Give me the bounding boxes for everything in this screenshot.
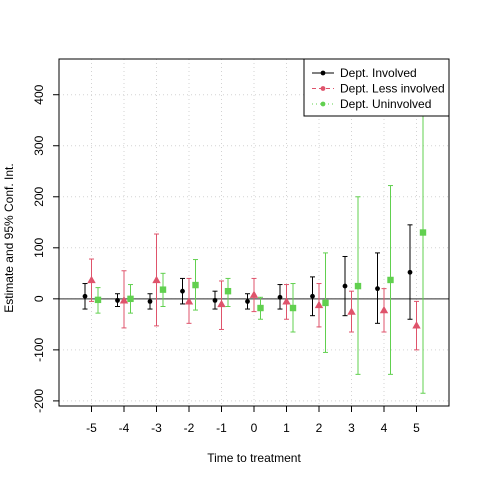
- data-point: [159, 286, 167, 293]
- data-point: [184, 297, 194, 305]
- data-point: [322, 299, 329, 307]
- data-point: [115, 297, 120, 303]
- x-tick-label: 3: [348, 421, 355, 435]
- y-tick-label: -200: [32, 389, 46, 413]
- x-tick-label: 1: [283, 421, 290, 435]
- y-tick-label: -100: [32, 338, 46, 362]
- y-tick-label: 100: [32, 237, 46, 257]
- y-tick-label: 200: [32, 186, 46, 206]
- y-tick-label: 0: [32, 295, 46, 302]
- legend-marker: [320, 101, 326, 107]
- data-point: [192, 281, 199, 289]
- y-axis: -200 -100 0 100 200 300 400: [32, 84, 60, 413]
- y-tick-label: 400: [32, 84, 46, 104]
- data-point: [249, 290, 259, 298]
- data-point: [342, 283, 348, 289]
- data-point: [314, 300, 324, 309]
- data-point: [387, 276, 394, 284]
- legend-label: Dept. Less involved: [340, 82, 445, 96]
- x-tick-label: -2: [184, 421, 195, 435]
- data-point: [379, 305, 389, 314]
- data-point: [347, 307, 356, 315]
- x-tick-label: -1: [216, 421, 227, 435]
- data-marks: [82, 71, 427, 394]
- data-point: [257, 304, 264, 312]
- data-point: [119, 296, 129, 304]
- x-tick-label: -4: [119, 421, 130, 435]
- data-point: [245, 298, 250, 304]
- data-point: [354, 282, 362, 290]
- series-dept-less-involved: [87, 233, 421, 351]
- data-point: [212, 297, 218, 303]
- x-tick-label: 2: [316, 421, 323, 435]
- data-point: [127, 295, 134, 303]
- x-tick-label: -5: [86, 421, 97, 435]
- x-tick-label: 4: [381, 421, 388, 435]
- legend-label: Dept. Involved: [340, 66, 417, 80]
- data-point: [282, 297, 291, 305]
- data-point: [217, 299, 226, 308]
- data-point: [412, 321, 421, 329]
- data-point: [407, 269, 413, 275]
- data-point: [277, 294, 283, 300]
- data-point: [289, 304, 297, 312]
- data-point: [310, 293, 315, 299]
- x-axis-label: Time to treatment: [207, 451, 301, 465]
- legend-marker: [320, 86, 326, 91]
- data-point: [419, 229, 427, 236]
- data-point: [94, 296, 102, 304]
- x-tick-label: 5: [413, 421, 420, 435]
- data-point: [87, 275, 96, 284]
- x-tick-label: 0: [251, 421, 258, 435]
- x-tick-label: -3: [151, 421, 162, 435]
- data-point: [82, 293, 88, 299]
- data-point: [375, 286, 380, 292]
- y-tick-label: 300: [32, 135, 46, 155]
- x-axis: -5 -4 -3 -2 -1 0 1 2 3 4 5: [86, 405, 420, 435]
- series-dept-uninvolved: [94, 71, 427, 394]
- data-point: [224, 287, 232, 295]
- legend-box: [303, 58, 450, 117]
- data-point: [152, 275, 161, 284]
- series-dept-involved: [82, 224, 413, 324]
- y-axis-label: Estimate and 95% Conf. Int.: [2, 163, 16, 312]
- data-point: [180, 288, 185, 294]
- legend-marker: [320, 70, 326, 76]
- legend-label: Dept. Uninvolved: [340, 97, 431, 111]
- data-point: [147, 298, 153, 304]
